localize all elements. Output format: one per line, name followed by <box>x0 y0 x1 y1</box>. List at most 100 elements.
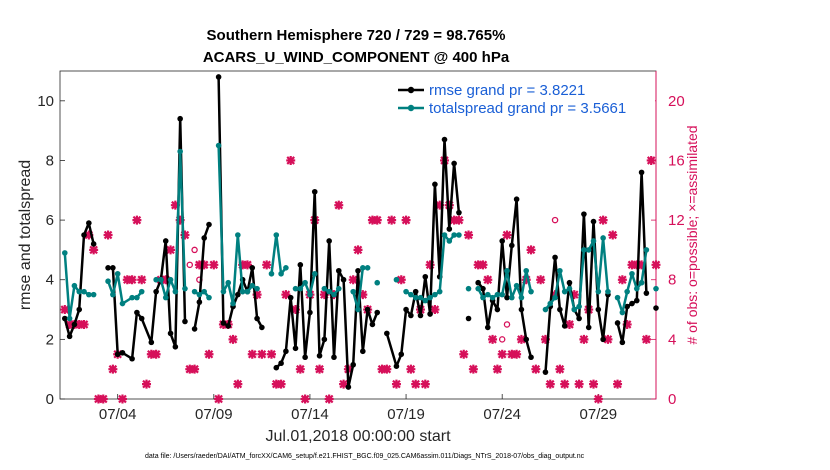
totalspread-point <box>600 235 606 241</box>
totalspread-line-segment <box>270 233 287 276</box>
rmse-point <box>475 279 481 286</box>
rmse-point <box>134 309 140 316</box>
obs-assimilated-marker <box>425 260 435 270</box>
totalspread-point <box>297 285 304 292</box>
rmse-point <box>235 291 241 298</box>
obs-assimilated-marker <box>478 260 488 270</box>
obs-assimilated-marker <box>367 215 377 225</box>
rmse-point <box>110 265 116 271</box>
obs-assimilated-marker <box>319 290 329 300</box>
totalspread-point <box>230 300 236 307</box>
totalspread-point <box>581 247 587 253</box>
y-axis-label-right: # of obs: o=possible; ×=assimilated <box>684 125 700 344</box>
rmse-point <box>90 241 97 247</box>
rmse-point <box>364 306 371 313</box>
x-tick-label: 07/24 <box>483 406 521 423</box>
obs-assimilated-marker <box>122 275 132 285</box>
legend-spread-label: totalspread grand pr = 3.5661 <box>429 100 626 117</box>
rmse-point <box>643 290 650 296</box>
obs-assimilated-marker <box>358 290 368 300</box>
y-axis-label-left: rmse and totalspread <box>17 160 34 310</box>
obs-assimilated-marker <box>60 305 70 315</box>
totalspread-point <box>110 291 116 298</box>
totalspread-point <box>191 288 198 295</box>
series-lines <box>62 74 659 390</box>
totalspread-point <box>239 288 246 295</box>
obs-assimilated-marker <box>564 319 574 329</box>
totalspread-point <box>412 294 419 301</box>
obs-assimilated-marker <box>132 215 142 225</box>
rmse-point <box>629 300 635 307</box>
rmse-point <box>653 305 659 311</box>
totalspread-point <box>614 294 621 301</box>
obs-assimilated-marker <box>228 334 238 344</box>
obs-assimilated-marker <box>555 364 565 374</box>
rmse-point <box>393 363 400 370</box>
rmse-point <box>345 384 352 390</box>
totalspread-point <box>225 279 232 286</box>
obs-assimilated-marker <box>396 275 406 285</box>
rmse-point <box>177 115 183 122</box>
totalspread-point <box>335 285 342 292</box>
rmse-point <box>432 181 438 188</box>
totalspread-point <box>653 285 659 292</box>
obs-assimilated-marker <box>103 230 113 240</box>
y-tick-left-label: 6 <box>46 212 54 229</box>
obs-assimilated-marker <box>641 334 651 344</box>
obs-assimilated-marker <box>137 275 147 285</box>
totalspread-point <box>182 285 188 292</box>
obs-assimilated-marker <box>617 275 627 285</box>
totalspread-point <box>177 148 183 155</box>
totalspread-point <box>215 142 222 149</box>
y-tick-left-label: 8 <box>46 152 54 169</box>
x-tick-label: 07/04 <box>99 406 137 423</box>
obs-assimilated-marker <box>334 200 344 210</box>
totalspread-point <box>489 294 496 301</box>
totalspread-point <box>244 288 251 295</box>
totalspread-point <box>206 294 212 301</box>
rmse-point <box>283 348 289 355</box>
totalspread-line-segment <box>544 236 610 311</box>
obs-assimilated-marker <box>372 215 382 225</box>
obs-assimilated-marker <box>348 275 358 285</box>
rmse-point <box>172 344 179 350</box>
rmse-point <box>119 349 126 356</box>
x-tick-label: 07/19 <box>387 406 425 423</box>
totalspread-point <box>528 288 534 295</box>
obs-assimilated-marker <box>637 260 647 270</box>
totalspread-point <box>360 265 366 271</box>
totalspread-point <box>81 288 87 295</box>
totalspread-point <box>393 276 400 283</box>
obs-assimilated-marker <box>545 379 555 389</box>
rmse-point <box>321 336 328 343</box>
obs-assimilated-marker <box>291 305 301 315</box>
totalspread-point <box>278 270 284 277</box>
totalspread-point <box>417 294 424 301</box>
obs-assimilated-marker <box>209 260 219 270</box>
totalspread-point <box>494 291 501 298</box>
rmse-line-segment <box>217 76 264 328</box>
totalspread-point <box>292 285 299 292</box>
rmse-point <box>427 311 433 317</box>
totalspread-point <box>552 294 558 301</box>
chart-title-line1: Southern Hemisphere 720 / 729 = 98.765% <box>207 27 506 44</box>
rmse-point <box>225 323 232 329</box>
obs-assimilated-marker <box>449 215 459 225</box>
totalspread-point <box>499 291 505 298</box>
obs-assimilated-marker <box>401 215 411 225</box>
rmse-point <box>66 333 73 340</box>
rmse-point <box>585 324 592 331</box>
obs-assimilated-marker <box>266 349 276 359</box>
rmse-point <box>619 339 626 346</box>
y-tick-right-label: 12 <box>668 212 685 229</box>
totalspread-point <box>475 285 481 292</box>
obs-assimilated-marker <box>262 260 272 270</box>
rmse-point <box>384 330 390 337</box>
obs-assimilated-marker <box>276 379 286 389</box>
rmse-point <box>311 188 318 195</box>
totalspread-point <box>422 297 429 304</box>
x-tick-label: 07/14 <box>291 406 329 423</box>
obs-assimilated-marker <box>579 334 589 344</box>
obs-assimilated-marker <box>411 379 421 389</box>
obs-possible-marker <box>186 261 194 269</box>
